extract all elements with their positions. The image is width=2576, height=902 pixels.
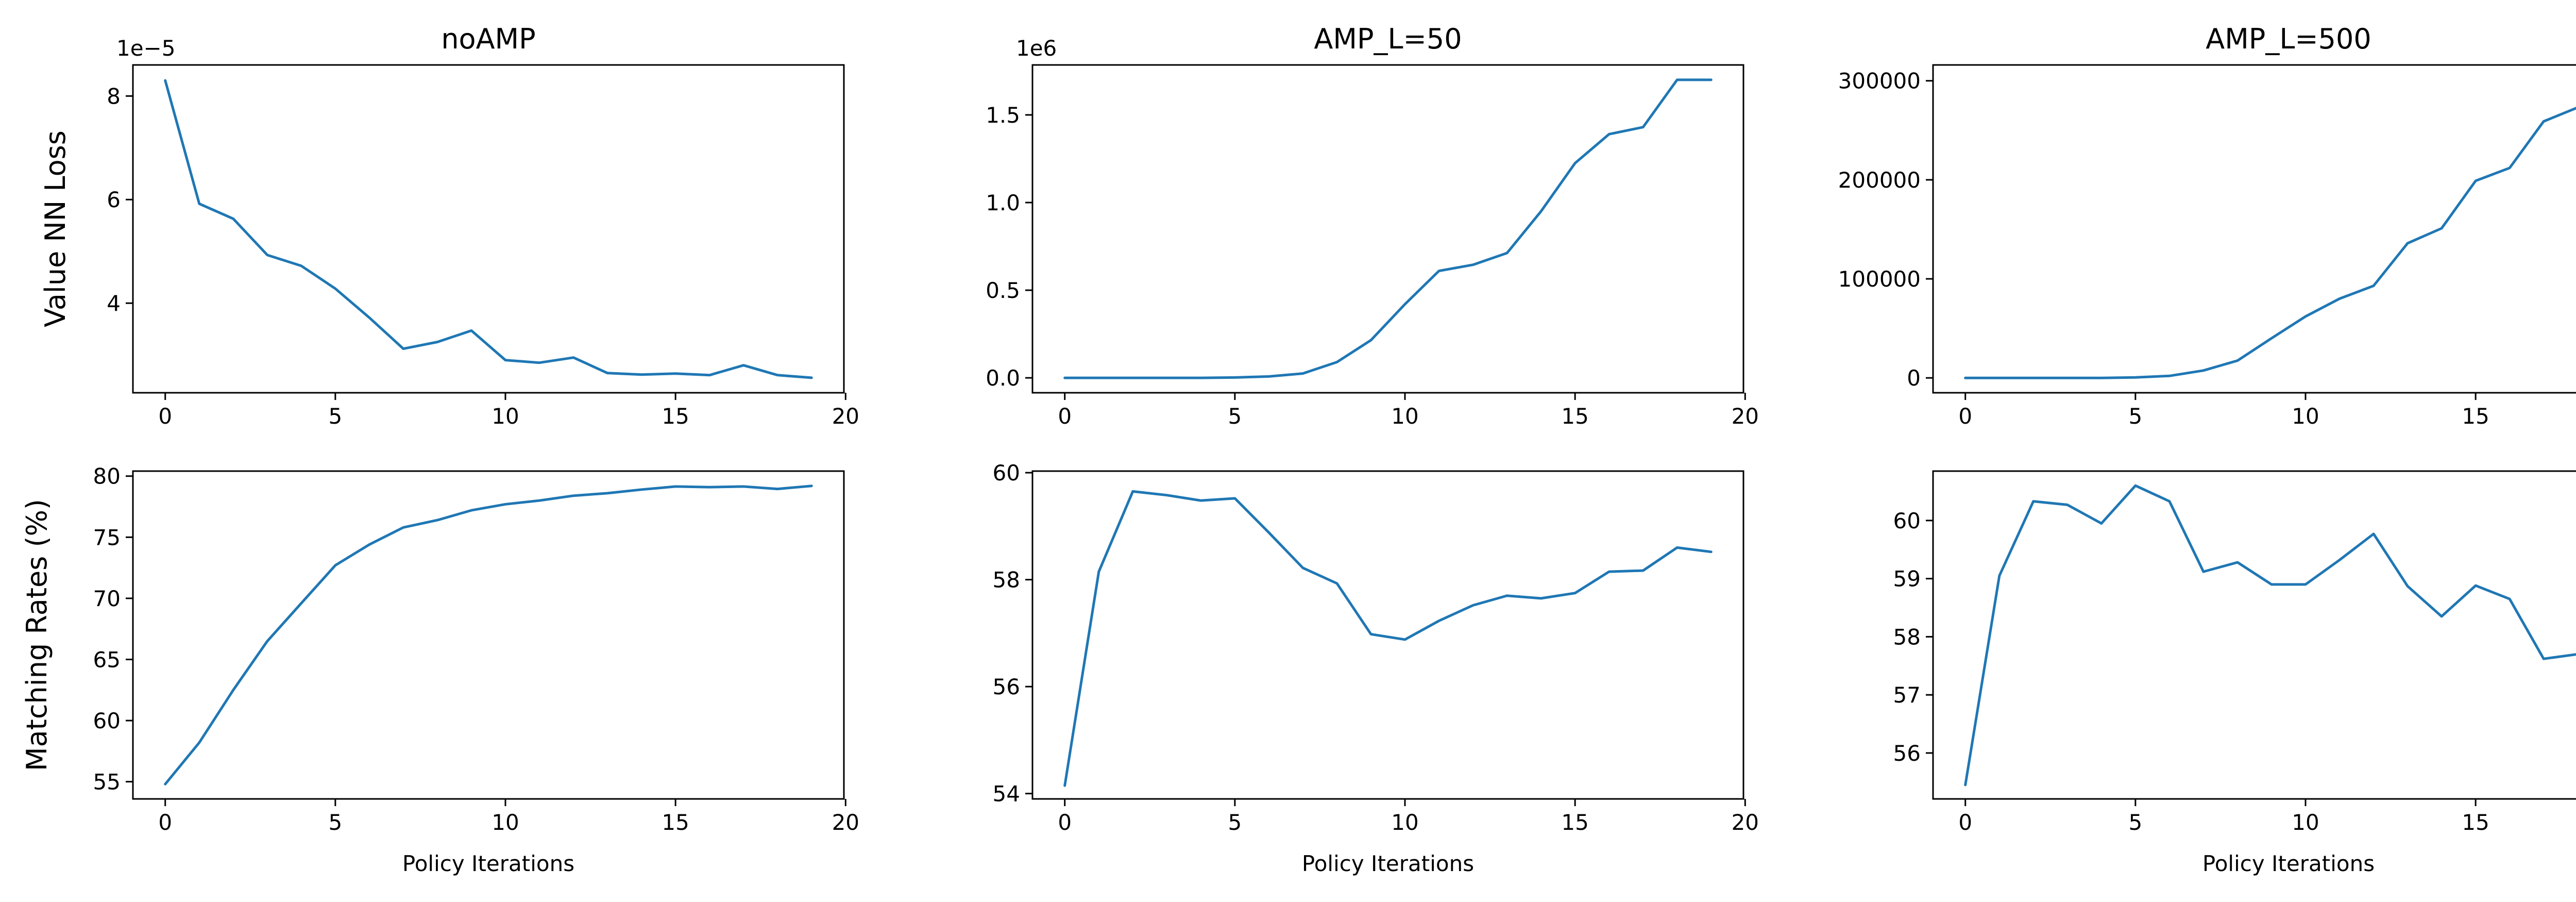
x-axis-label: Policy Iterations [1302,851,1474,876]
x-tick-label: 20 [832,810,859,835]
x-tick-label: 15 [1561,404,1588,429]
y-tick-label: 54 [993,781,1020,807]
x-tick-label: 10 [1391,404,1418,429]
y-tick-label: 1.5 [986,103,1020,128]
x-tick-label: 0 [1958,404,1972,429]
x-tick-label: 15 [662,810,689,835]
subplot-matching-rate-amp-l500: Policy Iterations 051015205657585960 [1893,470,2576,876]
x-tick-label: 5 [1228,404,1242,429]
y-tick-label: 56 [1893,741,1921,766]
x-tick-label: 15 [662,404,689,429]
series-line [164,485,813,786]
x-tick-label: 0 [158,810,172,835]
x-tick-label: 20 [1732,810,1759,835]
y-tick-label: 65 [93,647,121,672]
axes-frame [132,470,845,800]
y-tick-label: 58 [1893,624,1921,649]
y-tick-label: 58 [993,567,1020,593]
plot-area: 0 5 10 15 20 0.0 0.5 1.0 1.5 [986,64,1759,429]
y-tick-label: 300000 [1838,69,1921,94]
y-tick-label: 70 [93,586,121,611]
series-line [1964,107,2576,379]
x-tick-label: 10 [1391,810,1418,835]
x-tick-label: 5 [329,404,343,429]
plot-area: 0 5 10 15 20 55 60 65 70 75 80 [93,464,859,835]
axes-frame [132,64,845,394]
series-line [164,79,813,379]
x-axis-label: Policy Iterations [2202,851,2375,876]
y-tick-label: 0.5 [986,278,1020,303]
series-line [1063,490,1713,787]
y-tick-label: 60 [993,460,1020,486]
chart-title: noAMP [441,23,535,55]
x-tick-label: 5 [329,810,343,835]
x-tick-label: 0 [1958,810,1972,835]
x-tick-label: 20 [832,404,859,429]
x-tick-label: 5 [2129,810,2143,835]
x-tick-label: 0 [1058,810,1072,835]
y-tick-label: 59 [1893,566,1921,592]
plot-area: 0 5 10 15 20 54 56 58 60 [993,460,1759,835]
y-tick-label: 57 [1893,682,1921,708]
y-tick-label: 8 [107,83,121,109]
y-tick-label: 4 [107,291,121,316]
y-tick-label: 0.0 [986,365,1020,391]
y-tick-label: 6 [107,187,121,212]
axes-frame [1031,470,1744,800]
axes-frame [1932,64,2576,394]
chart-title: AMP_L=500 [2206,23,2371,55]
subplot-matching-rate-amp-l50: Policy Iterations 0 5 10 15 20 54 56 58 60 [993,460,1759,876]
plot-area: 051015205657585960 [1893,470,2576,835]
y-tick-label: 55 [93,770,121,795]
subplot-value-loss-amp-l50: AMP_L=50 1e6 0 5 10 15 20 0.0 0.5 1.0 1.5 [986,23,1759,429]
x-tick-label: 15 [2462,404,2489,429]
x-tick-label: 5 [1228,810,1242,835]
y-axis-offset-label: 1e6 [1016,36,1057,61]
y-tick-label: 56 [993,674,1020,699]
subplot-value-loss-noamp: noAMP Value NN Loss 1e−5 0 5 10 15 20 4 6 8 [39,23,859,429]
x-tick-label: 10 [2292,810,2319,835]
x-tick-label: 15 [1561,810,1588,835]
y-tick-label: 75 [93,525,121,550]
axes-frame [1031,64,1744,394]
x-tick-label: 10 [2292,404,2319,429]
y-tick-label: 200000 [1838,168,1921,193]
y-tick-label: 60 [1893,508,1921,533]
series-line [1063,78,1713,379]
chart-title: AMP_L=50 [1314,23,1462,55]
y-tick-label: 0 [1907,365,1921,391]
series-line [1964,484,2576,787]
axes-frame [1932,470,2576,800]
x-axis-label: Policy Iterations [402,851,574,876]
plot-area: 0 5 10 15 20 4 6 8 [107,64,859,429]
y-tick-label: 1.0 [986,190,1020,215]
subplot-value-loss-amp-l500: AMP_L=500 051015200100000200000300000 [1838,23,2576,429]
subplot-matching-rate-noamp: Matching Rates (%) Policy Iterations 0 5 1… [21,464,859,876]
x-tick-label: 10 [492,404,519,429]
y-axis-offset-label: 1e−5 [116,36,175,61]
x-tick-label: 20 [1732,404,1759,429]
x-tick-label: 5 [2129,404,2143,429]
y-axis-label: Matching Rates (%) [21,499,53,771]
x-tick-label: 15 [2462,810,2489,835]
x-tick-label: 0 [1058,404,1072,429]
y-tick-label: 80 [93,464,121,489]
x-tick-label: 10 [492,810,519,835]
y-axis-label: Value NN Loss [39,130,72,327]
y-tick-label: 60 [93,708,121,733]
x-tick-label: 0 [158,404,172,429]
y-tick-label: 100000 [1838,266,1921,292]
plot-area: 051015200100000200000300000 [1838,64,2576,429]
